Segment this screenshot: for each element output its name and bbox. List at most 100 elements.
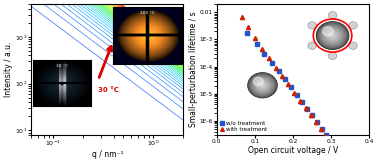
- Circle shape: [252, 76, 273, 94]
- Circle shape: [254, 78, 271, 93]
- Circle shape: [318, 23, 347, 48]
- Circle shape: [262, 85, 263, 86]
- w/o treatment: [283, 78, 288, 80]
- w/o treatment: [270, 62, 274, 64]
- Circle shape: [258, 81, 267, 89]
- with treatment: [336, 156, 341, 158]
- Text: 200 °C: 200 °C: [113, 33, 139, 39]
- w/o treatment: [315, 121, 319, 123]
- Circle shape: [328, 32, 337, 39]
- Circle shape: [327, 31, 338, 40]
- Circle shape: [253, 77, 273, 94]
- Circle shape: [349, 22, 357, 29]
- Circle shape: [253, 77, 263, 86]
- with treatment: [328, 142, 332, 144]
- Circle shape: [329, 33, 336, 38]
- Circle shape: [250, 74, 275, 96]
- Circle shape: [248, 73, 277, 97]
- Circle shape: [328, 32, 337, 39]
- Circle shape: [326, 30, 339, 41]
- Circle shape: [316, 21, 349, 50]
- Circle shape: [329, 32, 336, 39]
- w/o treatment: [277, 70, 281, 72]
- with treatment: [259, 48, 264, 50]
- w/o treatment: [319, 128, 324, 130]
- w/o treatment: [295, 94, 299, 96]
- Y-axis label: Intensity / a.u.: Intensity / a.u.: [4, 42, 13, 97]
- Circle shape: [325, 29, 340, 42]
- Circle shape: [322, 26, 344, 45]
- w/o treatment: [336, 154, 340, 156]
- Circle shape: [253, 77, 272, 93]
- Circle shape: [327, 30, 338, 41]
- Circle shape: [322, 27, 343, 44]
- w/o treatment: [262, 53, 267, 55]
- Circle shape: [320, 25, 345, 46]
- with treatment: [246, 26, 250, 28]
- Circle shape: [252, 76, 273, 94]
- Circle shape: [259, 82, 266, 88]
- w/o treatment: [245, 32, 249, 34]
- Circle shape: [256, 80, 269, 90]
- Circle shape: [349, 42, 357, 49]
- w/o treatment: [305, 108, 310, 110]
- Circle shape: [318, 23, 347, 48]
- w/o treatment: [254, 43, 259, 45]
- Circle shape: [325, 29, 341, 42]
- Circle shape: [262, 85, 263, 86]
- Circle shape: [257, 81, 268, 90]
- with treatment: [274, 67, 278, 69]
- Circle shape: [328, 12, 337, 19]
- with treatment: [267, 57, 271, 59]
- Circle shape: [259, 83, 266, 88]
- Circle shape: [256, 79, 270, 91]
- Circle shape: [317, 22, 349, 49]
- Circle shape: [328, 31, 338, 40]
- Circle shape: [248, 73, 277, 98]
- Circle shape: [323, 28, 342, 44]
- Circle shape: [323, 27, 342, 44]
- Circle shape: [324, 28, 341, 43]
- w/o treatment: [339, 161, 344, 163]
- Circle shape: [257, 80, 268, 90]
- Circle shape: [251, 75, 274, 95]
- Circle shape: [321, 25, 345, 46]
- Circle shape: [260, 84, 265, 87]
- w/o treatment: [289, 86, 294, 88]
- Circle shape: [308, 22, 316, 29]
- Circle shape: [322, 27, 333, 36]
- Circle shape: [316, 22, 349, 50]
- with treatment: [239, 15, 244, 17]
- Circle shape: [318, 23, 348, 49]
- Circle shape: [325, 30, 340, 42]
- Circle shape: [317, 22, 348, 49]
- Circle shape: [260, 83, 265, 88]
- Circle shape: [308, 42, 316, 49]
- Y-axis label: Small-perturbation lifetime / s: Small-perturbation lifetime / s: [189, 12, 198, 127]
- Circle shape: [319, 24, 345, 47]
- Circle shape: [254, 78, 271, 92]
- with treatment: [314, 121, 318, 123]
- with treatment: [298, 100, 302, 102]
- Circle shape: [328, 52, 337, 59]
- Legend: w/o treatment, with treatment: w/o treatment, with treatment: [220, 120, 268, 132]
- Circle shape: [332, 35, 334, 37]
- Circle shape: [326, 30, 339, 41]
- Line: w/o treatment: w/o treatment: [245, 31, 356, 163]
- Circle shape: [251, 76, 274, 95]
- Circle shape: [319, 24, 346, 47]
- with treatment: [253, 37, 257, 39]
- X-axis label: Open circuit voltage / V: Open circuit voltage / V: [248, 146, 338, 155]
- Circle shape: [247, 72, 278, 98]
- Circle shape: [322, 27, 342, 44]
- Circle shape: [257, 81, 268, 89]
- Circle shape: [248, 73, 277, 98]
- Circle shape: [261, 84, 264, 87]
- Circle shape: [332, 35, 333, 36]
- w/o treatment: [328, 141, 332, 143]
- with treatment: [308, 114, 313, 116]
- Circle shape: [250, 75, 275, 96]
- Circle shape: [258, 82, 267, 89]
- with treatment: [286, 83, 291, 85]
- Circle shape: [256, 80, 269, 91]
